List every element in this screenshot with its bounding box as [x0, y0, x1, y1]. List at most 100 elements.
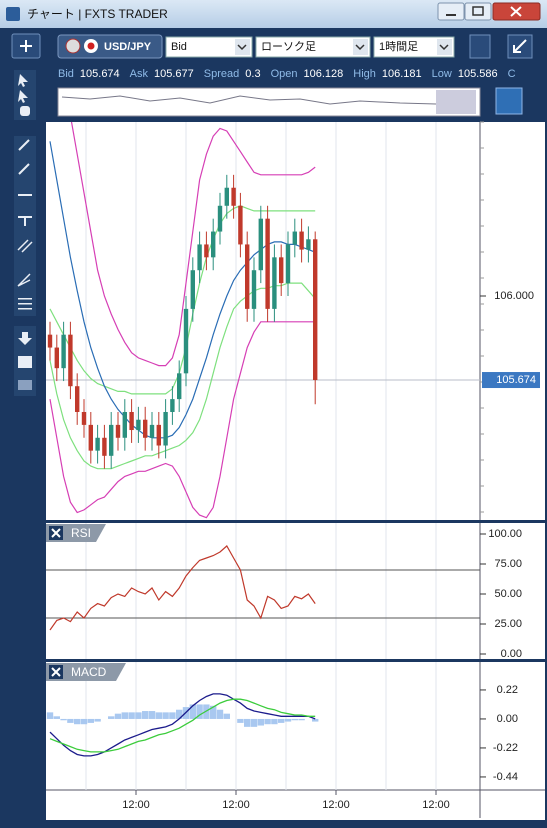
- close-x: [51, 528, 61, 538]
- candle-body: [285, 244, 291, 284]
- histogram-bar: [80, 718, 88, 725]
- chart-type: ローソク足: [261, 40, 316, 53]
- histogram-bar: [196, 704, 203, 719]
- candle-body: [217, 205, 223, 232]
- candle-body: [292, 231, 297, 245]
- candle-body: [183, 308, 189, 374]
- candle-body: [88, 424, 93, 451]
- time-label: 12:00: [122, 799, 150, 811]
- candle-body: [177, 373, 182, 400]
- histogram-bar: [244, 718, 251, 727]
- toolbar-scroll[interactable]: [469, 34, 491, 59]
- candle-body: [75, 386, 80, 412]
- app-icon: [6, 7, 20, 21]
- histogram-bar: [298, 718, 305, 721]
- y-tick-label: 25.00: [494, 618, 522, 630]
- rsi-line: [49, 545, 316, 631]
- minimize-button[interactable]: [437, 2, 465, 21]
- histogram-bar: [278, 718, 285, 723]
- y-tick-label: -0.22: [493, 742, 518, 754]
- histogram-bar: [162, 712, 169, 719]
- panel-divider: [46, 520, 545, 523]
- histogram-bar: [128, 712, 135, 719]
- histogram-bar: [121, 712, 128, 719]
- candle-body: [204, 244, 209, 258]
- y-tick-label: -0.44: [493, 771, 518, 783]
- current-price-box: [482, 372, 540, 389]
- candle-body: [306, 239, 311, 250]
- time-grid: 12:00 12:00 12:00 12:00: [85, 122, 450, 811]
- scale-button[interactable]: [495, 87, 523, 115]
- histogram-bar: [155, 712, 162, 719]
- panels: 106.000 105.674 100.00 75.00 50.00 25.00 0.00 R…: [46, 121, 540, 783]
- left-toolbar: [14, 70, 36, 396]
- navigator-line: [61, 95, 437, 105]
- timeframe-dropdown[interactable]: [373, 36, 455, 58]
- quote-label: Ask: [130, 68, 149, 80]
- panel-tab: [46, 663, 126, 681]
- histogram-bar: [237, 718, 244, 723]
- panel-title: RSI: [71, 526, 91, 540]
- candle-body: [197, 244, 202, 271]
- candle-body: [258, 218, 263, 271]
- candle-body: [272, 257, 277, 309]
- symbol: USD/JPY: [104, 41, 152, 53]
- candle-body: [149, 424, 155, 438]
- quote-label: Low: [432, 68, 452, 80]
- candle-body: [81, 411, 87, 425]
- macd-line: [49, 698, 316, 753]
- window-title: チャート | FXTS TRADER: [27, 7, 168, 21]
- candle-body: [163, 411, 168, 446]
- price-side: Bid: [171, 41, 187, 53]
- symbol-button[interactable]: [57, 34, 163, 59]
- histogram-bar: [108, 716, 115, 719]
- histogram-bar: [189, 704, 196, 719]
- candle-body: [122, 411, 127, 438]
- histogram-bar: [135, 712, 142, 719]
- quote-value: 105.677: [154, 68, 194, 80]
- y-tick-label: 50.00: [494, 588, 522, 600]
- histogram-bar: [53, 716, 60, 719]
- histogram-bar: [60, 718, 67, 721]
- candle-body: [136, 419, 141, 431]
- histogram-bar: [67, 718, 74, 723]
- y-tick-label: 0.00: [501, 648, 522, 660]
- panel-divider: [46, 659, 545, 662]
- quote-label: High: [353, 68, 376, 80]
- quote-label: Open: [271, 68, 298, 80]
- y-tick-label: 0.00: [497, 713, 518, 725]
- candle-body: [102, 437, 107, 456]
- indicator-line: [70, 122, 316, 367]
- candle-body: [61, 334, 66, 369]
- quote-label: C: [508, 68, 516, 80]
- price-side-dropdown[interactable]: [165, 36, 253, 58]
- quote-label: Spread: [204, 68, 239, 80]
- timeframe: 1時間足: [379, 40, 418, 53]
- candle-body: [129, 411, 134, 431]
- candle-body: [313, 239, 318, 381]
- quote-value: 106.181: [382, 68, 422, 80]
- time-label: 12:00: [222, 799, 250, 811]
- histogram-bar: [312, 718, 319, 722]
- candle-body: [47, 334, 53, 348]
- histogram-bar: [223, 713, 230, 719]
- candle-body: [265, 218, 270, 309]
- panel-title: MACD: [71, 665, 107, 679]
- candle-body: [170, 399, 175, 412]
- candle-body: [115, 424, 121, 438]
- quote-label: Bid: [58, 68, 74, 80]
- navigator-handle[interactable]: [436, 90, 476, 114]
- current-price-label: 105.674: [496, 374, 536, 386]
- chart-type-dropdown[interactable]: [255, 36, 371, 58]
- candle-body: [109, 424, 114, 456]
- indicator-line: [49, 321, 316, 519]
- maximize-button[interactable]: [464, 2, 492, 21]
- navigator[interactable]: [57, 87, 481, 117]
- time-label: 12:00: [422, 799, 450, 811]
- candle-body: [95, 437, 100, 451]
- candle-body: [68, 334, 73, 387]
- histogram-bar: [176, 709, 183, 719]
- quote-value: 105.674: [80, 68, 120, 80]
- indicator-line: [49, 205, 316, 395]
